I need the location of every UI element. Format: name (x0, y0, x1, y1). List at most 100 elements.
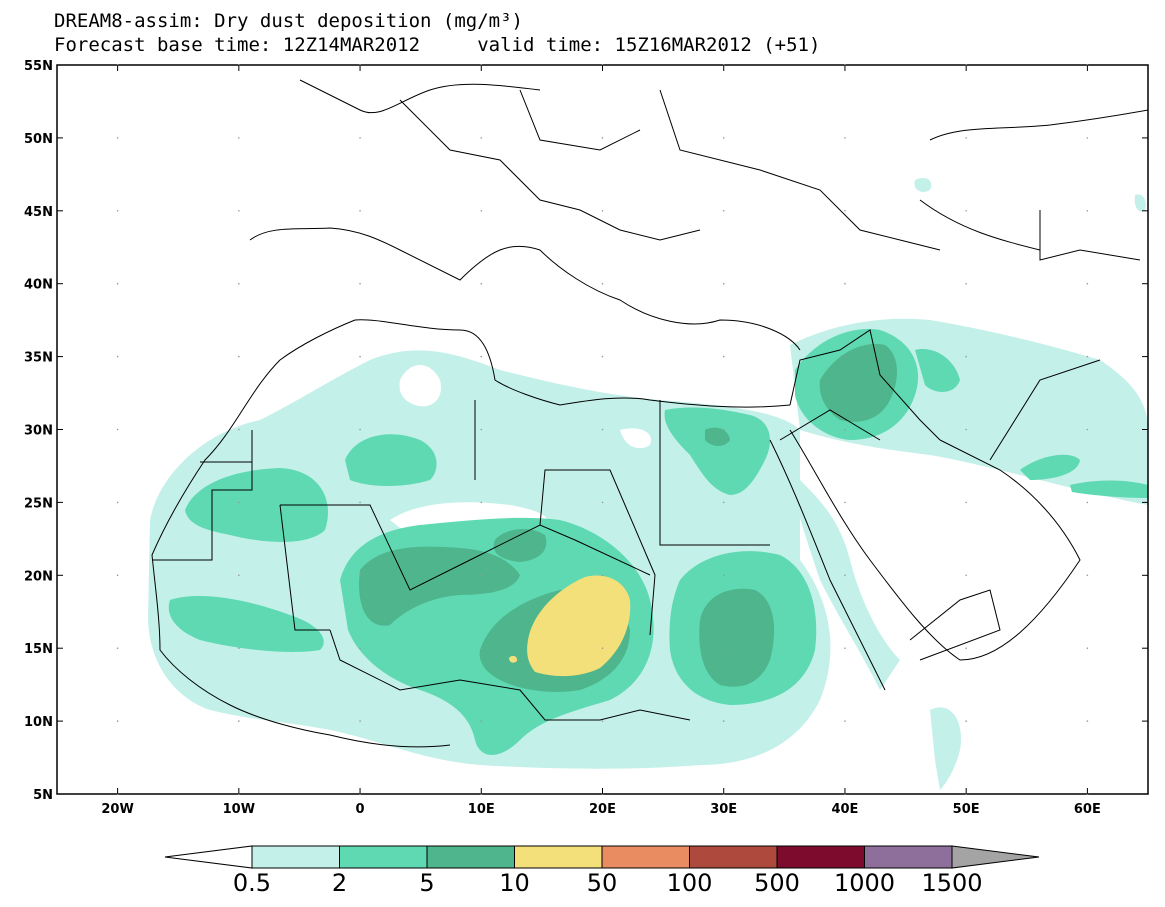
lat-tick-label: 30N (24, 424, 53, 439)
colorbar-label: 50 (587, 869, 618, 897)
grid-dot (480, 282, 483, 285)
grid-dot (965, 210, 967, 212)
lon-tick-label: 20W (101, 802, 133, 817)
grid-dot (601, 501, 604, 504)
grid-dot (238, 428, 240, 431)
grid-dot (965, 137, 967, 139)
grid-dot (601, 574, 604, 577)
grid-dot (965, 720, 967, 722)
dust-field-mid-gulf (1020, 454, 1148, 498)
grid-dot (1086, 647, 1089, 649)
grid-dot (965, 501, 967, 504)
grid-dot (1086, 501, 1089, 504)
colorbar-segment (776, 845, 865, 869)
dust-field-light-horn (930, 707, 961, 790)
grid-dot (238, 574, 240, 577)
colorbar-label: 2 (332, 869, 347, 897)
lon-tick-label: 20E (589, 802, 616, 817)
grid-dot (1086, 428, 1089, 431)
grid-dot (722, 355, 725, 358)
grid-dot (238, 355, 240, 358)
lat-tick-label: 5N (33, 788, 53, 803)
colorbar-label: 10 (499, 869, 530, 897)
lon-tick-label: 10W (223, 802, 255, 817)
colorbar-segment (426, 845, 515, 869)
grid-dot (844, 355, 846, 358)
grid-dot (480, 501, 483, 504)
grid-dot (238, 720, 240, 722)
grid-dot (722, 282, 725, 285)
dust-field-gap-atlas (399, 365, 441, 407)
coastline-mediterranean-south (354, 319, 791, 408)
dust-field-max-spot (509, 655, 518, 663)
colorbar-segment (339, 845, 428, 869)
lat-tick-label: 10N (24, 715, 53, 730)
grid-dot (601, 428, 604, 431)
lat-tick-label: 20N (24, 569, 53, 584)
grid-dot (359, 282, 361, 285)
grid-dot (116, 210, 119, 212)
coastline-red-sea (769, 429, 1081, 691)
grid-dot (480, 574, 483, 577)
colorbar-segment (514, 845, 603, 869)
dust-field-layer (148, 178, 1148, 790)
dust-field-light-caspian (914, 178, 1146, 212)
coastline-africa-west (151, 319, 451, 748)
colorbar-label: 1500 (921, 869, 982, 897)
grid-dot (722, 574, 725, 577)
dust-field-mid-egypt (664, 407, 770, 495)
grid-dot (116, 137, 119, 139)
dust-field-gap-libya (620, 428, 651, 449)
grid-dot (844, 210, 846, 212)
dust-field-light-arabia (795, 480, 900, 690)
grid-dot (359, 720, 361, 722)
grid-dot (722, 501, 725, 504)
map-title: DREAM8-assim: Dry dust deposition (mg/m³… (54, 10, 523, 32)
dust-field-mid-mali (168, 595, 324, 652)
border-west-sahara (152, 430, 330, 631)
grid-dot (722, 720, 725, 722)
border-arabia-yemen (909, 589, 1001, 661)
grid-dot (116, 355, 119, 358)
border-sahel (329, 629, 691, 721)
grid-dot (238, 647, 240, 649)
grid-dot (116, 720, 119, 722)
grid-dot (965, 355, 967, 358)
border-libya-egypt (474, 400, 770, 636)
grid-dot (238, 282, 240, 285)
colorbar-under-triangle (164, 845, 253, 869)
colorbar-label: 100 (667, 869, 713, 897)
grid-dot (601, 210, 604, 212)
grid-dot (480, 720, 483, 722)
grid-dot (601, 647, 604, 649)
lon-tick-label: 50E (953, 802, 980, 817)
grid-dot (116, 647, 119, 649)
grid-dot (965, 282, 967, 285)
lat-tick-label: 35N (24, 351, 53, 366)
colorbar-segment (251, 845, 340, 869)
grid-dot (1086, 574, 1089, 577)
country-boundaries (151, 79, 1148, 748)
grid-dot (116, 574, 119, 577)
dust-field-mid-iran (915, 349, 960, 392)
lat-tick-label: 45N (24, 205, 53, 220)
grid-dot (238, 210, 240, 212)
dust-field-dark-sudan (699, 588, 775, 687)
grid-dot (1086, 210, 1089, 212)
colorbar-segment (601, 845, 690, 869)
grid-dot (359, 647, 361, 649)
grid-dot (844, 137, 846, 139)
colorbar-over-triangle (951, 845, 1040, 869)
grid-dot (844, 720, 846, 722)
lon-tick-label: 60E (1074, 802, 1101, 817)
colorbar-label: 0.5 (233, 869, 271, 897)
grid-dot (1086, 355, 1089, 358)
grid-dot (359, 137, 361, 139)
dust-field-dark-chad-west (493, 528, 547, 562)
dust-field-dark-egypt (705, 427, 730, 446)
grid-dot (480, 647, 483, 649)
border-algeria-mali (280, 504, 651, 591)
grid-dot (238, 501, 240, 504)
grid-dot (116, 501, 119, 504)
